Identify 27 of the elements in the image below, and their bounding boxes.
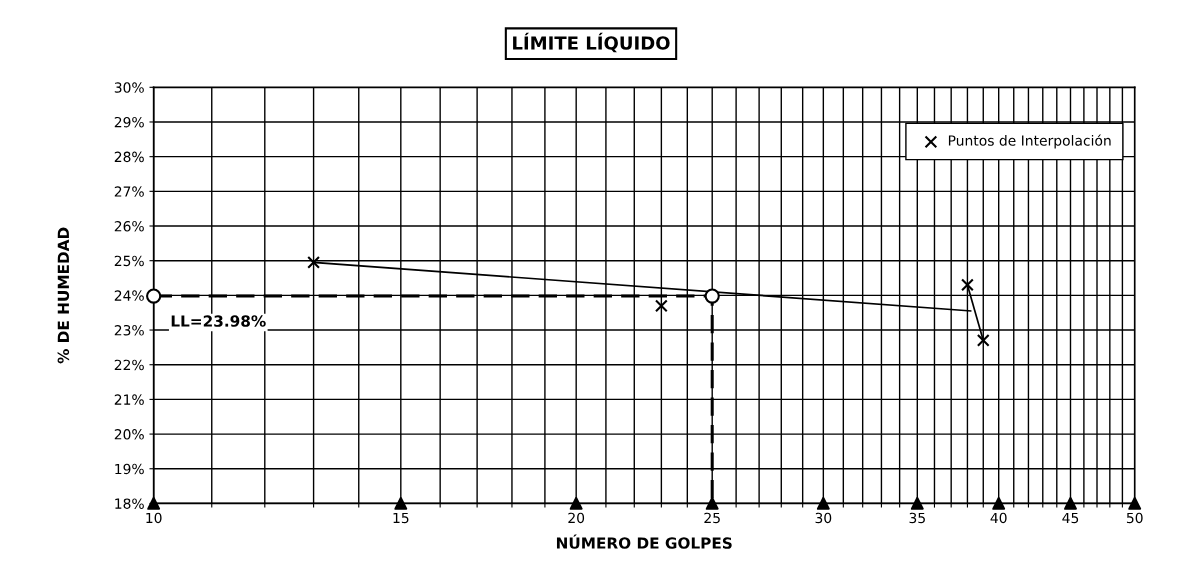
y-tick-label: 23% — [114, 325, 144, 336]
y-tick-label: 26% — [114, 220, 144, 232]
x-tick-label: 25 — [704, 512, 720, 524]
annotation: LL=23.98% — [171, 315, 266, 327]
y-tick-label: 29% — [114, 116, 144, 128]
x-axis-title: NÚMERO DE GOLPES — [556, 534, 732, 549]
legend-label: Puntos de Interpolación — [948, 134, 1111, 149]
y-tick-label: 22% — [114, 359, 144, 371]
y-tick-label: 25% — [114, 255, 144, 267]
y-tick-label: 18% — [115, 498, 144, 509]
y-tick-label: 30% — [114, 82, 144, 93]
x-tick-label: 30 — [815, 512, 832, 524]
y-tick-label: 21% — [114, 394, 144, 405]
x-tick-label: 20 — [568, 512, 585, 524]
x-tick-label: 10 — [146, 512, 162, 524]
x-tick-label: 35 — [909, 512, 925, 524]
y-tick-label: 20% — [114, 429, 144, 440]
y-axis-title: % DE HUMEDAD — [57, 227, 70, 364]
y-tick-label: 19% — [115, 463, 144, 475]
x-tick-label: 15 — [393, 512, 409, 524]
y-tick-label: 24% — [114, 290, 144, 301]
x-tick-label: 40 — [990, 512, 1007, 524]
y-tick-label: 28% — [114, 151, 144, 163]
chart-title: LÍMITE LÍQUIDO — [513, 32, 670, 53]
x-tick-label: 50 — [1126, 512, 1143, 524]
x-tick-label: 45 — [1062, 512, 1079, 524]
y-tick-label: 27% — [114, 186, 144, 197]
